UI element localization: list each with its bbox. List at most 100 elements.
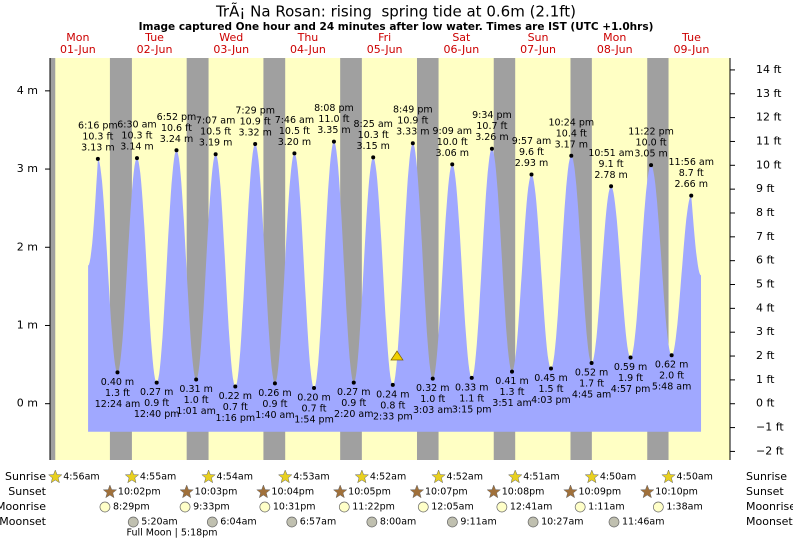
- tide-label: 3:51 am: [492, 398, 531, 409]
- tide-label: 3.14 m: [120, 142, 153, 153]
- tide-label: 2.0 ft: [659, 371, 684, 382]
- moonrise-time: 12:41am: [510, 502, 552, 513]
- day-name: Mon: [66, 31, 89, 44]
- moonset-icon: [446, 516, 458, 528]
- y-tick-label: 1 m: [17, 318, 38, 331]
- moonrise-icon: [99, 501, 111, 513]
- moonset-icon: [608, 516, 620, 528]
- low-tide-point: [669, 353, 674, 358]
- day-date: 09-Jun: [674, 43, 710, 56]
- tide-label: 7:46 am: [275, 115, 314, 126]
- tide-label: 9:09 am: [433, 126, 472, 137]
- tide-label: 11:56 am: [668, 157, 713, 168]
- tide-label: 2:33 pm: [373, 411, 413, 422]
- tide-label: 2.78 m: [594, 170, 627, 181]
- tide-label: 1.5 ft: [538, 384, 563, 395]
- tide-label: 0.20 m: [297, 393, 330, 404]
- y2-tick-label: 8 ft: [756, 206, 775, 219]
- tide-label: 10:51 am: [588, 148, 633, 159]
- tide-label: 0.62 m: [655, 360, 688, 371]
- sunset-time: 10:04pm: [271, 487, 314, 498]
- moonrise-icon: [259, 501, 271, 513]
- tide-label: 0.26 m: [258, 388, 291, 399]
- day-date: 07-Jun: [520, 43, 556, 56]
- row-label: Sunrise: [746, 470, 787, 483]
- sunset-icon: [256, 484, 271, 499]
- tide-label: 0.45 m: [534, 373, 567, 384]
- low-tide-point: [272, 381, 277, 386]
- sunset-time: 10:07pm: [425, 487, 468, 498]
- low-tide-point: [548, 366, 553, 371]
- moonrise-icon: [574, 501, 586, 513]
- moonset-time: 8:00am: [380, 517, 416, 528]
- y2-tick-label: 3 ft: [756, 325, 775, 338]
- tide-label: 1:40 am: [255, 410, 294, 421]
- tide-label: 10.4 ft: [556, 128, 587, 139]
- sunrise-time: 4:50am: [600, 472, 636, 483]
- tide-label: 3.35 m: [317, 125, 350, 136]
- tide-label: 4:03 pm: [531, 395, 571, 406]
- sunset-time: 10:03pm: [195, 487, 238, 498]
- tide-label: 0.40 m: [101, 377, 134, 388]
- y-tick-label: 0 m: [17, 397, 38, 410]
- tide-label: 3.19 m: [199, 138, 232, 149]
- tide-label: 3.20 m: [278, 137, 311, 148]
- y2-tick-label: 2 ft: [756, 349, 775, 362]
- high-tide-point: [689, 193, 694, 198]
- sunset-time: 10:08pm: [502, 487, 545, 498]
- high-tide-point: [529, 172, 534, 177]
- moonrise-time: 1:38am: [666, 502, 702, 513]
- chart-subtitle: Image captured One hour and 24 minutes a…: [139, 21, 654, 33]
- day-name: Wed: [219, 31, 243, 44]
- high-tide-point: [331, 139, 336, 144]
- sunrise-icon: [507, 469, 523, 484]
- tide-label: 3.06 m: [436, 148, 469, 159]
- tide-label: 1.0 ft: [420, 394, 445, 405]
- tide-label: 0.41 m: [495, 376, 528, 387]
- moonset-time: 10:27am: [541, 517, 583, 528]
- sunrise-icon: [47, 469, 63, 484]
- day-name: Tue: [681, 31, 701, 44]
- day-date: 01-Jun: [60, 43, 96, 56]
- moonset-icon: [206, 516, 218, 528]
- tide-label: 0.33 m: [455, 382, 488, 393]
- tide-label: 4:45 am: [572, 390, 611, 401]
- sunrise-icon: [431, 469, 446, 484]
- tide-label: 10.3 ft: [358, 130, 389, 141]
- sunrise-icon: [584, 469, 600, 484]
- sunset-icon: [179, 484, 194, 499]
- y2-tick-label: 11 ft: [756, 134, 782, 147]
- tide-label: 10.3 ft: [121, 131, 152, 142]
- sunrise-time: 4:51am: [523, 472, 559, 483]
- moonrise-icon: [179, 501, 191, 513]
- low-tide-point: [115, 370, 120, 375]
- day-date: 08-Jun: [597, 43, 633, 56]
- day-date: 02-Jun: [137, 43, 173, 56]
- tide-label: 0.31 m: [179, 384, 212, 395]
- tide-label: 10.3 ft: [82, 131, 113, 142]
- tide-label: 1:16 pm: [215, 413, 255, 424]
- tide-label: 3.33 m: [396, 127, 429, 138]
- tide-label: 10.0 ft: [636, 138, 667, 149]
- tide-label: 9:34 pm: [472, 110, 512, 121]
- tide-label: 3.05 m: [634, 149, 667, 160]
- full-moon-label: Full Moon | 5:18pm: [127, 528, 218, 539]
- y2-tick-label: 14 ft: [756, 63, 782, 76]
- tide-label: 8:25 am: [353, 119, 392, 130]
- high-tide-point: [174, 148, 179, 153]
- sunrise-time: 4:55am: [140, 472, 176, 483]
- tide-label: 10.7 ft: [476, 121, 507, 132]
- tide-label: 1.7 ft: [579, 379, 604, 390]
- moonrise-time: 12:05am: [431, 502, 473, 513]
- low-tide-point: [312, 386, 317, 391]
- tide-label: 8:08 pm: [314, 103, 354, 114]
- tide-label: 1.3 ft: [499, 387, 524, 398]
- day-date: 04-Jun: [290, 43, 326, 56]
- tide-label: 0.7 ft: [223, 402, 248, 413]
- tide-label: 0.27 m: [337, 387, 370, 398]
- sunrise-icon: [661, 469, 676, 484]
- sunrise-icon: [277, 469, 293, 484]
- row-label: Moonrise: [746, 500, 793, 513]
- moonrise-time: 9:33pm: [193, 502, 230, 513]
